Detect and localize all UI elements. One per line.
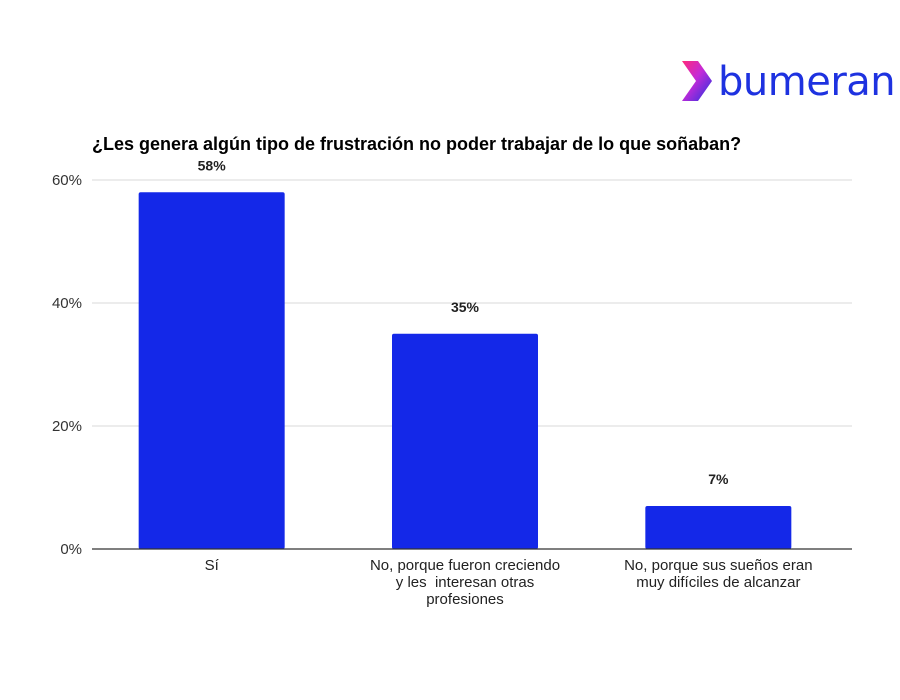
data-label: 58% <box>198 157 227 173</box>
y-axis-tick-labels: 0% 20% 40% 60% <box>52 172 82 558</box>
bar <box>645 505 792 549</box>
y-tick-label: 20% <box>52 418 82 435</box>
data-labels: 58% 35% 7% <box>198 157 729 487</box>
y-tick-label: 40% <box>52 295 82 312</box>
data-label: 7% <box>708 471 729 487</box>
y-tick-label: 0% <box>60 541 82 558</box>
bumeran-chevron-logo-icon <box>682 61 712 101</box>
y-tick-label: 60% <box>52 172 82 189</box>
bar <box>392 333 538 549</box>
bars <box>138 192 792 550</box>
category-label: No, porque fueron creciendo y les interes… <box>370 557 560 608</box>
bumeran-logo: bumeran <box>676 55 896 115</box>
category-label: Sí <box>205 557 220 574</box>
chart-title: ¿Les genera algún tipo de frustración no… <box>92 134 741 154</box>
brand-name: bumeran <box>718 59 896 105</box>
category-labels: Sí No, porque fueron creciendo y les inter… <box>205 557 813 608</box>
data-label: 35% <box>451 299 480 315</box>
category-label: No, porque sus sueños eran muy difíciles … <box>624 557 812 591</box>
bar <box>138 192 285 550</box>
